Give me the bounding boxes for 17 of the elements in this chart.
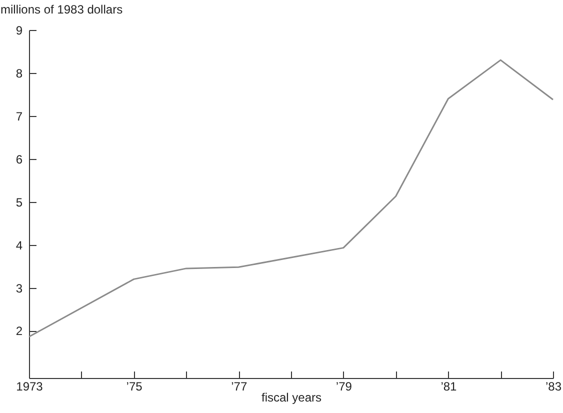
y-tick-label: 3 (16, 281, 23, 296)
x-tick-label: ’79 (336, 380, 352, 394)
y-tick-label: 6 (16, 152, 23, 166)
x-tick-label: ’75 (126, 380, 143, 394)
line-series (28, 59, 554, 338)
x-tick-label: 1973 (16, 380, 44, 394)
y-tick-label: 5 (16, 195, 23, 210)
x-tick-label: ’83 (545, 380, 562, 394)
x-tick-label: ’81 (440, 380, 458, 394)
y-tick-label: 9 (16, 24, 23, 38)
y-axis-title: millions of 1983 dollars (0, 2, 123, 16)
y-tick-label: 2 (16, 324, 23, 338)
y-tick-label: 7 (16, 109, 23, 124)
y-tick-label: 4 (16, 238, 23, 252)
x-axis-title: fiscal years (261, 390, 322, 404)
y-tick-label: 8 (16, 66, 23, 80)
x-tick-label: ’77 (231, 380, 248, 394)
